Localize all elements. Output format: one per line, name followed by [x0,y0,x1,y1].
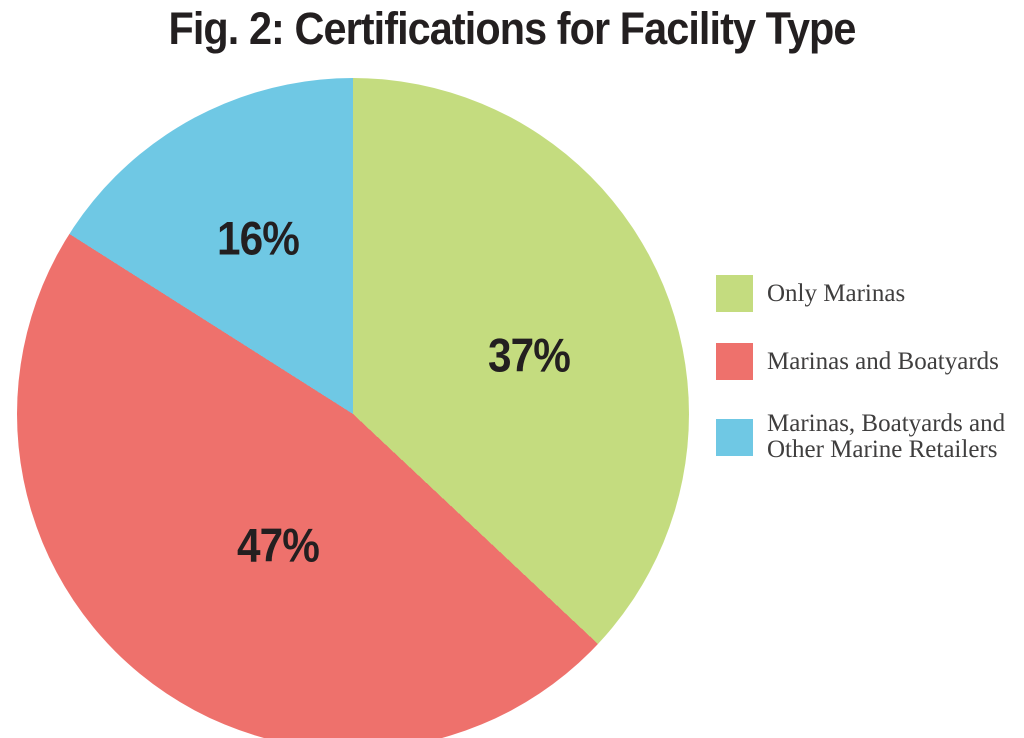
legend-swatch-marinas-and-boatyards [716,343,753,380]
legend-item-marinas-and-boatyards: Marinas and Boatyards [716,343,999,380]
legend-item-marinas-boatyards-other-retailers: Marinas, Boatyards and Other Marine Reta… [716,411,1005,463]
legend-label-marinas-and-boatyards: Marinas and Boatyards [767,347,999,375]
slice-label-only-marinas: 37% [488,328,571,382]
legend-label-marinas-boatyards-other-retailers: Marinas, Boatyards and Other Marine Reta… [767,411,1005,463]
legend-swatch-only-marinas [716,275,753,312]
slice-label-marinas-and-boatyards: 47% [237,518,320,572]
legend-item-only-marinas: Only Marinas [716,275,905,312]
legend-label-only-marinas: Only Marinas [767,279,906,307]
legend-label-line-1: Marinas, Boatyards and [767,410,1006,437]
chart-title: Fig. 2: Certifications for Facility Type [168,3,856,54]
legend-label-line-2: Other Marine Retailers [767,436,998,463]
pie-chart [17,78,689,738]
legend-swatch-marinas-boatyards-other-retailers [716,418,753,456]
slice-label-marinas-boatyards-other-retailers: 16% [217,211,300,265]
